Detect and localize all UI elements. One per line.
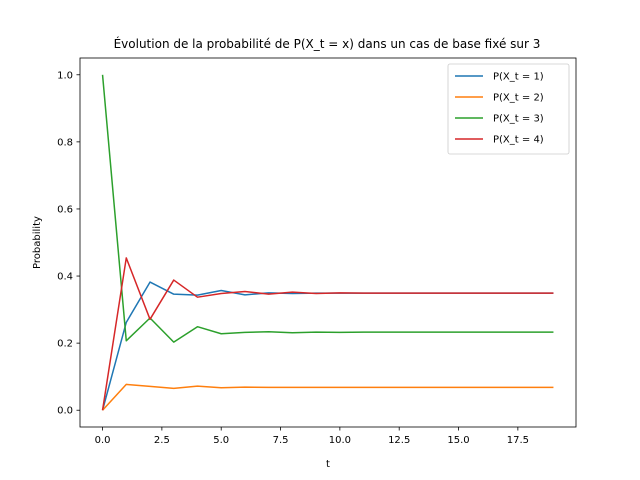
y-tick-label: 0.0 <box>57 406 73 417</box>
legend-label: P(X_t = 1) <box>493 72 544 83</box>
chart-title: Évolution de la probabilité de P(X_t = x… <box>114 36 541 51</box>
axes-frame <box>79 57 577 428</box>
plot-area <box>79 57 577 428</box>
x-tick-label: 10.0 <box>329 435 351 446</box>
x-tick-label: 5.0 <box>213 435 229 446</box>
y-axis: 0.0 0.2 0.4 0.6 0.8 1.0 <box>57 70 80 417</box>
y-tick-label: 0.8 <box>57 137 73 148</box>
y-tick-label: 0.2 <box>57 339 73 350</box>
x-tick-label: 7.5 <box>273 435 289 446</box>
series-line-3 <box>101 74 554 343</box>
legend: P(X_t = 1) P(X_t = 2) P(X_t = 3) P(X_t = 4) <box>447 63 570 155</box>
x-axis-title: t <box>326 459 330 470</box>
y-tick-label: 1.0 <box>57 70 73 81</box>
legend-label: P(X_t = 2) <box>493 93 544 104</box>
x-tick-label: 17.5 <box>507 435 529 446</box>
legend-label: P(X_t = 3) <box>493 114 544 125</box>
legend-label: P(X_t = 4) <box>493 135 544 146</box>
y-axis-title: Probability <box>32 216 43 269</box>
x-axis: 0.0 2.5 5.0 7.5 10.0 12.5 15.0 17.5 <box>95 427 529 446</box>
y-tick-label: 0.4 <box>57 272 73 283</box>
x-tick-label: 15.0 <box>447 435 469 446</box>
series-line-2 <box>101 383 554 411</box>
series-group <box>101 74 554 411</box>
series-line-4 <box>101 257 554 411</box>
legend-box <box>447 63 570 155</box>
x-tick-label: 0.0 <box>95 435 111 446</box>
y-tick-label: 0.6 <box>57 204 73 215</box>
x-tick-label: 2.5 <box>154 435 170 446</box>
x-tick-label: 12.5 <box>388 435 410 446</box>
